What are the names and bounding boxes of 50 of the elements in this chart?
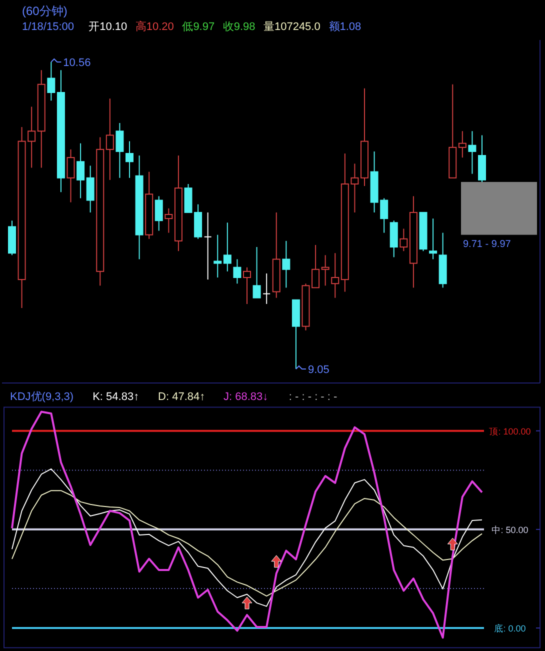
candlestick bbox=[164, 208, 173, 234]
text: 开10.10 bbox=[88, 21, 128, 33]
candlestick bbox=[76, 142, 85, 199]
candlestick bbox=[154, 196, 163, 232]
candlestick bbox=[204, 212, 212, 280]
y-tick-label: 底: 0.00 bbox=[494, 623, 526, 634]
candlestick bbox=[66, 148, 75, 203]
candlestick bbox=[263, 272, 270, 304]
chart-title: (60分钟) bbox=[22, 4, 68, 18]
candlestick bbox=[429, 218, 438, 260]
candlestick bbox=[214, 234, 222, 278]
candlestick bbox=[223, 222, 232, 272]
text: 额1.08 bbox=[328, 20, 362, 33]
candlestick bbox=[331, 252, 340, 298]
candlestick bbox=[282, 240, 290, 288]
text: 低9.97 bbox=[182, 21, 215, 33]
candlestick bbox=[96, 136, 104, 286]
text: K: 54.83↑ bbox=[92, 391, 140, 403]
text: : - : - : - : - bbox=[288, 391, 338, 403]
candlestick bbox=[56, 70, 65, 193]
candlestick bbox=[106, 98, 114, 180]
candlestick bbox=[468, 130, 476, 174]
annotation: 9.05 bbox=[308, 364, 330, 376]
chart-title: KDJ优(9,3,3) bbox=[10, 391, 74, 403]
text: 收9.98 bbox=[222, 21, 256, 33]
text: 1/18/15:00 bbox=[22, 21, 74, 33]
candlestick bbox=[86, 165, 94, 213]
y-tick-label: 顶: 100.00 bbox=[489, 426, 531, 436]
text: 高10.20 bbox=[135, 20, 174, 33]
candlestick bbox=[37, 70, 46, 168]
candlestick bbox=[116, 122, 124, 178]
line-series bbox=[11, 410, 483, 639]
candlestick bbox=[174, 155, 182, 252]
candlestick bbox=[321, 254, 330, 286]
candlestick bbox=[233, 258, 242, 284]
band-label: 9.71 - 9.97 bbox=[463, 238, 512, 250]
text: 量107245.0 bbox=[263, 21, 320, 33]
text: D: 47.84↑ bbox=[158, 391, 206, 403]
candlestick bbox=[126, 140, 134, 178]
candlestick bbox=[409, 196, 418, 288]
text: J: 68.83↓ bbox=[223, 391, 268, 403]
line-series bbox=[12, 468, 482, 607]
candlestick bbox=[458, 130, 466, 158]
y-tick-label: 中: 50.00 bbox=[492, 524, 528, 535]
candlestick bbox=[360, 88, 368, 187]
candlestick bbox=[47, 62, 56, 102]
annotation: 10.56 bbox=[63, 57, 91, 69]
candlestick bbox=[272, 212, 280, 298]
line-series bbox=[12, 490, 482, 597]
candlestick bbox=[135, 155, 144, 260]
